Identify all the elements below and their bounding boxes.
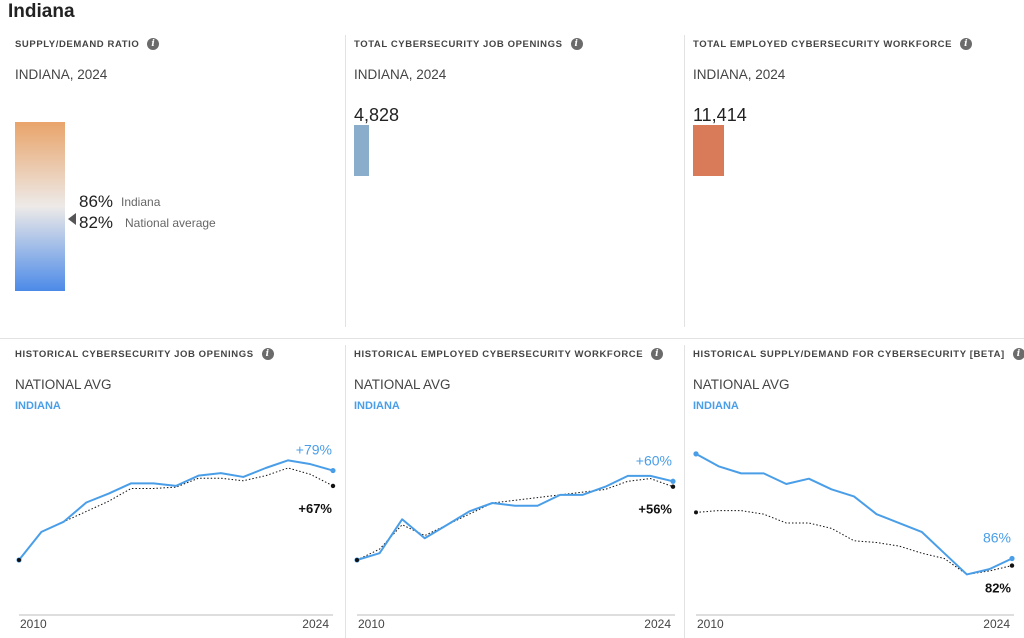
- legend-national: NATIONAL AVG: [354, 377, 451, 392]
- workforce-panel-title: TOTAL EMPLOYED CYBERSECURITY WORKFORCE: [693, 38, 953, 50]
- openings-bar: [354, 125, 369, 176]
- state-end-point: [330, 467, 336, 474]
- divider-vertical-1: [345, 35, 346, 327]
- national-start-point: [355, 558, 359, 562]
- national-avg-line: [356, 478, 674, 561]
- national-start-point: [694, 510, 698, 515]
- state-change-label: +79%: [296, 442, 332, 458]
- legend-state: INDIANA: [354, 400, 400, 412]
- national-avg-line: [695, 510, 1013, 575]
- x-tick-label: 2010: [20, 617, 47, 631]
- national-start-point: [17, 558, 21, 562]
- openings-panel-title: TOTAL CYBERSECURITY JOB OPENINGS: [354, 38, 563, 50]
- x-tick-label: 2010: [697, 617, 724, 631]
- ratio-panel-subtitle: INDIANA, 2024: [15, 67, 108, 82]
- national-change-label: +67%: [298, 501, 332, 516]
- divider-vertical-2: [684, 35, 685, 327]
- state-ratio-label: Indiana: [121, 195, 161, 209]
- state-start-point: [693, 451, 699, 457]
- chart-title: HISTORICAL SUPPLY/DEMAND FOR CYBERSECURI…: [693, 348, 1005, 360]
- legend-national: NATIONAL AVG: [15, 377, 112, 392]
- openings-value: 4,828: [354, 105, 400, 125]
- ratio-panel-title: SUPPLY/DEMAND RATIO: [15, 38, 140, 50]
- ratio-gradient-scale: [15, 122, 65, 291]
- national-end-point: [670, 484, 676, 489]
- state-line: [356, 474, 674, 561]
- state-line: [18, 459, 334, 561]
- page-title: Indiana: [8, 1, 75, 22]
- state-end-point: [1009, 555, 1015, 562]
- divider-horizontal: [0, 338, 1024, 339]
- state-change-label: 86%: [983, 529, 1011, 545]
- divider-vertical-3: [345, 345, 346, 638]
- x-tick-label: 2010: [358, 617, 385, 631]
- workforce-bar: [693, 125, 724, 176]
- legend-national: NATIONAL AVG: [693, 377, 790, 392]
- legend-state: INDIANA: [693, 400, 739, 412]
- info-icon[interactable]: i: [147, 38, 160, 50]
- national-end-point: [1009, 563, 1015, 568]
- divider-vertical-4: [684, 345, 685, 638]
- national-change-label: +56%: [638, 502, 672, 517]
- workforce-value: 11,414: [693, 105, 747, 125]
- national-ratio-label: National average: [125, 216, 216, 230]
- x-tick-label: 2024: [644, 617, 671, 631]
- legend-state: INDIANA: [15, 400, 61, 412]
- info-icon[interactable]: i: [261, 348, 274, 360]
- state-line: [695, 452, 1013, 576]
- state-end-point: [670, 478, 676, 484]
- chart-title: HISTORICAL EMPLOYED CYBERSECURITY WORKFO…: [354, 348, 644, 360]
- national-end-point: [330, 483, 336, 489]
- national-ratio-value: 82%: [79, 213, 114, 232]
- info-icon[interactable]: i: [570, 38, 583, 50]
- historical-supply-demand-chart: 86% 82% 2010 2024: [693, 451, 1015, 631]
- historical-workforce-chart: +60% +56% 2010 2024: [354, 452, 676, 631]
- openings-panel-subtitle: INDIANA, 2024: [354, 67, 447, 82]
- state-change-label: +60%: [636, 452, 672, 468]
- info-icon[interactable]: i: [651, 348, 664, 360]
- historical-openings-chart: +79% +67% 2010 2024: [16, 442, 336, 631]
- workforce-panel-subtitle: INDIANA, 2024: [693, 67, 786, 82]
- x-tick-label: 2024: [983, 617, 1010, 631]
- x-tick-label: 2024: [302, 617, 329, 631]
- national-change-label: 82%: [985, 581, 1011, 596]
- national-avg-line: [18, 467, 334, 561]
- info-icon[interactable]: i: [960, 38, 973, 50]
- info-icon[interactable]: i: [1012, 348, 1024, 360]
- state-ratio-value: 86%: [79, 192, 114, 211]
- chart-title: HISTORICAL CYBERSECURITY JOB OPENINGS: [15, 348, 254, 360]
- national-marker-icon: [68, 213, 76, 225]
